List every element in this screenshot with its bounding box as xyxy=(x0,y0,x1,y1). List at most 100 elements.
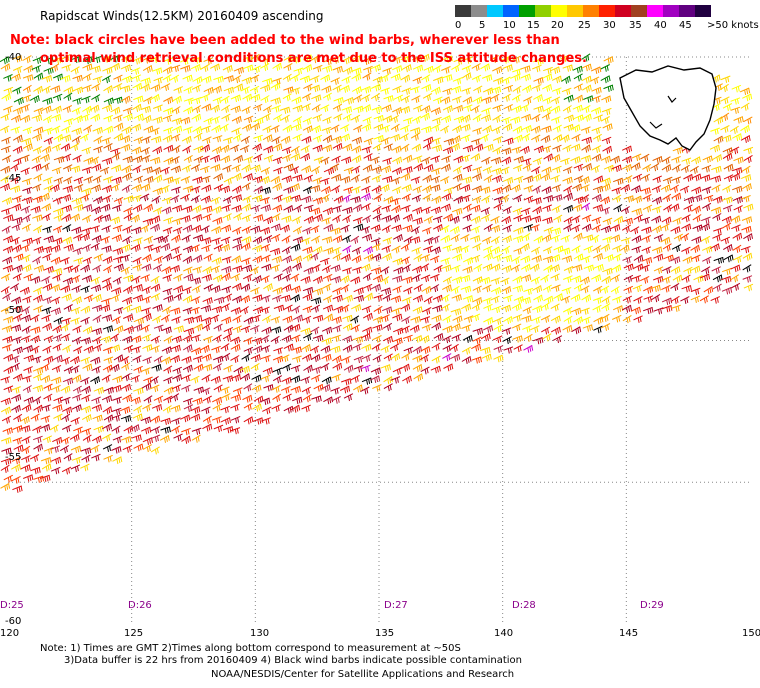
wind-barb xyxy=(103,414,114,423)
wind-barb xyxy=(120,266,130,275)
wind-barb xyxy=(53,316,63,325)
wind-barb xyxy=(331,316,342,324)
wind-barb xyxy=(162,305,172,315)
wind-barb xyxy=(221,285,232,294)
wind-barb xyxy=(62,164,73,172)
wind-barb xyxy=(123,345,134,353)
wind-barb xyxy=(170,156,180,164)
wind-barb xyxy=(382,237,393,245)
wind-barb xyxy=(201,184,212,193)
wind-barb xyxy=(12,216,23,225)
wind-barb xyxy=(213,173,224,182)
wind-barb xyxy=(191,315,203,323)
wind-barb xyxy=(121,383,132,392)
wind-barb xyxy=(222,293,233,302)
wind-barb xyxy=(232,172,242,181)
wind-barb xyxy=(0,286,10,295)
wind-barb xyxy=(192,125,202,135)
wind-barb xyxy=(433,332,444,341)
wind-barb xyxy=(653,234,664,242)
wind-barb xyxy=(150,426,161,434)
wind-barb xyxy=(430,206,441,214)
wind-barb xyxy=(413,283,423,292)
wind-barb xyxy=(192,355,203,363)
wind-barb xyxy=(282,255,292,264)
wind-barb xyxy=(91,293,102,302)
wind-barb xyxy=(230,403,240,412)
wind-barb xyxy=(33,173,43,182)
wind-barb xyxy=(232,325,242,333)
wind-barb xyxy=(653,253,664,262)
wind-barb xyxy=(722,152,733,162)
wind-barb xyxy=(220,95,230,104)
wind-barb xyxy=(552,194,563,202)
wind-barb xyxy=(61,54,71,63)
wind-barb xyxy=(113,325,124,334)
wind-barb xyxy=(540,173,551,182)
wind-barb xyxy=(440,234,451,243)
wind-barb xyxy=(461,65,472,73)
wind-barb xyxy=(291,96,302,105)
wind-barb xyxy=(742,252,753,261)
wind-barb xyxy=(61,406,73,415)
wind-barb xyxy=(1,93,11,102)
wind-barb xyxy=(23,64,34,73)
wind-barb xyxy=(501,254,513,263)
wind-barb xyxy=(211,226,222,234)
wind-barb xyxy=(713,116,724,125)
wind-barb xyxy=(691,236,702,244)
wind-barb xyxy=(382,335,393,344)
wind-barb xyxy=(113,132,124,142)
wind-barb xyxy=(440,125,450,134)
wind-barb xyxy=(111,316,121,325)
wind-barb xyxy=(70,306,81,315)
wind-barb xyxy=(250,164,261,173)
wind-barb xyxy=(662,193,672,202)
wind-barb xyxy=(249,325,260,333)
wind-barb xyxy=(511,146,522,154)
wind-barb xyxy=(581,113,592,122)
wind-barb xyxy=(22,385,32,394)
wind-barb xyxy=(202,363,213,372)
wind-barb xyxy=(72,154,82,163)
wind-barb xyxy=(339,385,351,394)
wind-barb xyxy=(330,55,341,64)
wind-barb xyxy=(711,165,722,174)
wind-barb xyxy=(193,363,204,372)
wind-barb xyxy=(73,184,84,192)
wind-barb xyxy=(603,254,614,262)
wind-barb xyxy=(492,146,502,155)
wind-barb xyxy=(720,96,730,105)
wind-barb xyxy=(321,353,332,362)
wind-barb xyxy=(190,244,200,252)
colorbar-swatch xyxy=(551,5,567,17)
wind-barb xyxy=(342,143,353,152)
wind-barb xyxy=(183,154,193,163)
wind-barb xyxy=(191,214,203,222)
wind-barb xyxy=(351,154,362,164)
wind-barb xyxy=(360,192,371,201)
wind-barb xyxy=(419,53,430,62)
wind-barb xyxy=(131,146,142,155)
wind-barb xyxy=(43,393,53,402)
longitude-label: 120 xyxy=(0,628,20,639)
wind-barb xyxy=(701,266,711,275)
wind-barb xyxy=(661,216,672,225)
wind-barb xyxy=(3,353,14,362)
wind-barb xyxy=(423,296,433,305)
wind-barb xyxy=(521,232,531,241)
wind-barb xyxy=(271,384,281,393)
wind-barb xyxy=(310,225,320,233)
wind-barb xyxy=(263,283,273,292)
wind-barb xyxy=(390,214,400,223)
wind-barb xyxy=(42,226,52,234)
wind-barb xyxy=(131,434,142,442)
wind-barb xyxy=(10,362,20,371)
colorbar-swatch xyxy=(471,5,487,17)
wind-barb xyxy=(43,115,53,124)
wind-barb xyxy=(709,243,720,252)
wind-barb xyxy=(250,53,260,62)
wind-barb xyxy=(61,236,73,245)
wind-barb xyxy=(30,314,40,323)
wind-barb xyxy=(441,335,452,344)
